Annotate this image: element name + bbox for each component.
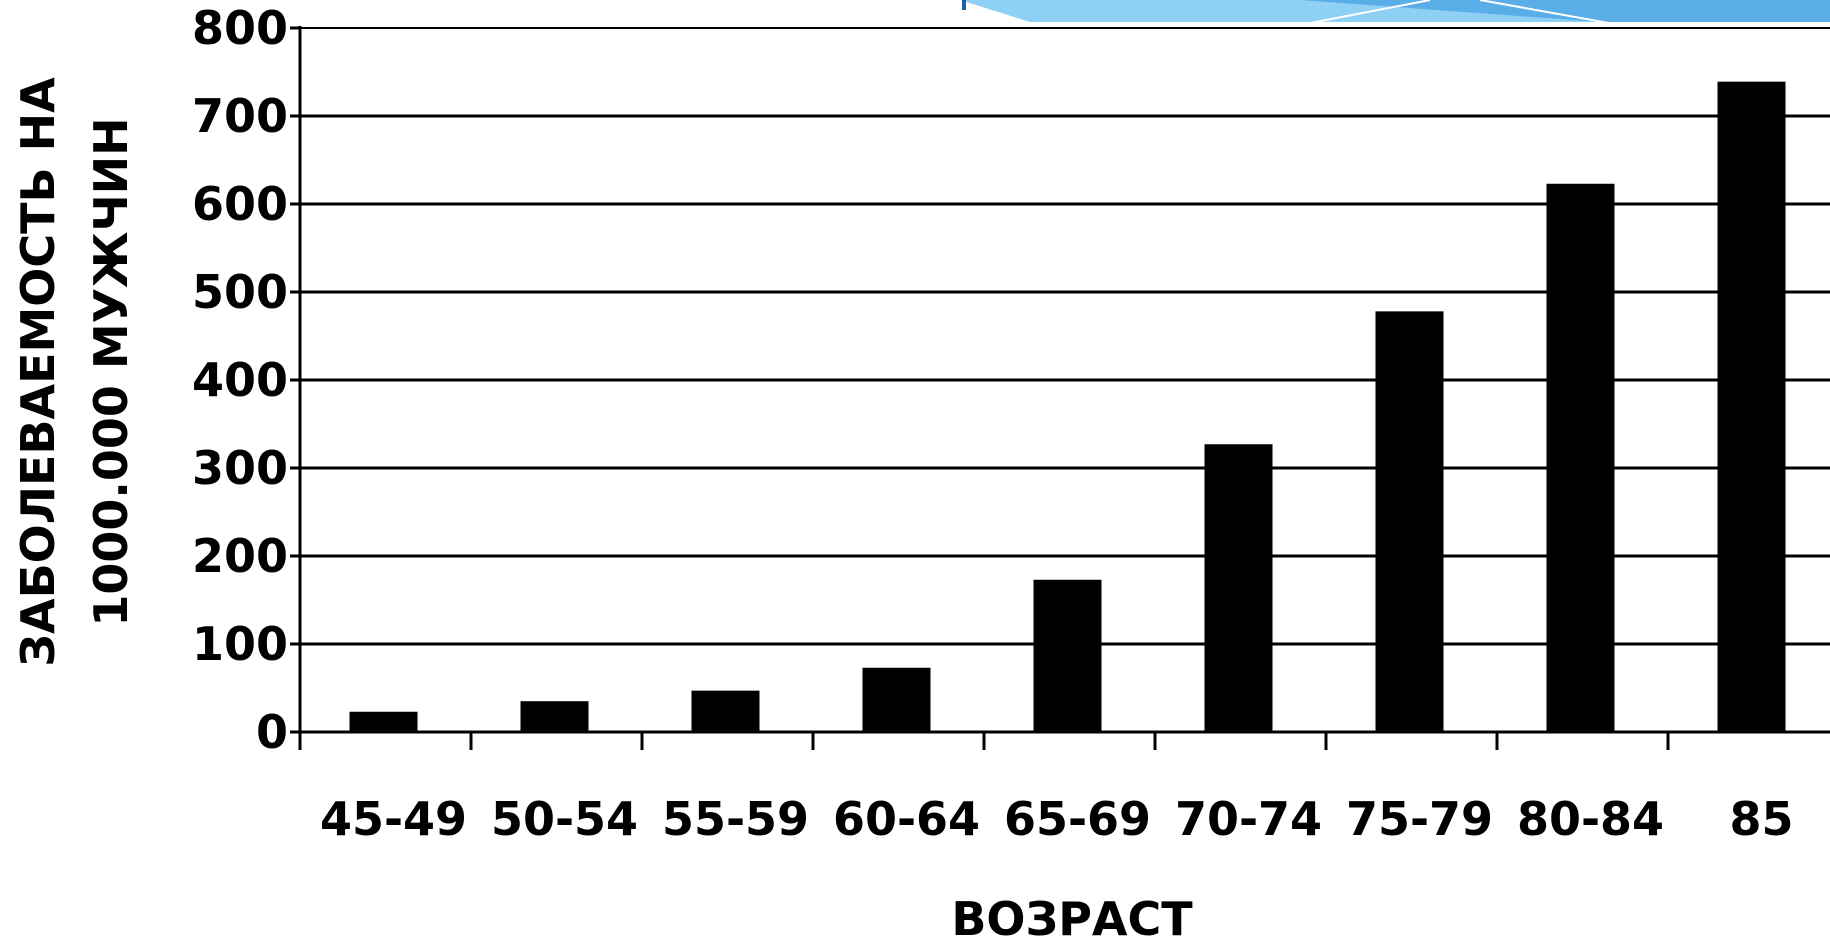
bar-65-69 <box>1033 579 1102 732</box>
y-axis-title-line-1: ЗАБОЛЕВАЕМОСТЬ НА <box>11 77 65 667</box>
decorative-banner <box>960 0 1830 26</box>
x-axis-title: ВОЗРАСТ <box>951 892 1193 938</box>
y-tick-label: 300 <box>192 441 288 495</box>
bar-80-84 <box>1546 183 1615 732</box>
y-tick-label: 200 <box>192 529 288 583</box>
x-tick-label: 70-74 <box>1175 792 1322 846</box>
axes <box>290 26 1830 750</box>
bar-75-79 <box>1375 311 1444 732</box>
bar-70-74 <box>1204 444 1273 732</box>
bar-85 <box>1717 81 1786 733</box>
y-axis-title-line-2: 1000.000 МУЖЧИН <box>84 117 138 626</box>
x-tick-label: 55-59 <box>662 792 809 846</box>
bar-55-59 <box>691 690 760 732</box>
y-tick-label: 500 <box>192 265 288 319</box>
bar-50-54 <box>520 701 589 732</box>
y-tick-label: 600 <box>192 177 288 231</box>
y-tick-labels: 0 100 200 300 400 500 600 700 800 <box>192 1 288 759</box>
x-tick-labels: 45-49 50-54 55-59 60-64 65-69 70-74 75-79 80-84… <box>320 792 1794 846</box>
y-tick-label: 800 <box>192 1 288 55</box>
x-tick-label: 45-49 <box>320 792 467 846</box>
x-tick-label: 50-54 <box>491 792 638 846</box>
x-tick-label: 80-84 <box>1517 792 1664 846</box>
y-tick-label: 400 <box>192 353 288 407</box>
bar-60-64 <box>862 667 931 732</box>
bars <box>349 81 1786 733</box>
x-tick-label: 75-79 <box>1346 792 1493 846</box>
y-tick-label: 100 <box>192 617 288 671</box>
y-axis-title: ЗАБОЛЕВАЕМОСТЬ НА 1000.000 МУЖЧИН <box>11 77 138 667</box>
x-tick-label: 60-64 <box>833 792 980 846</box>
x-tick-label: 65-69 <box>1004 792 1151 846</box>
y-tick-label: 700 <box>192 89 288 143</box>
title-fragment-mark <box>962 0 966 10</box>
x-tick-label: 85 <box>1729 792 1793 846</box>
bar-45-49 <box>349 711 418 732</box>
y-tick-label: 0 <box>256 705 288 759</box>
